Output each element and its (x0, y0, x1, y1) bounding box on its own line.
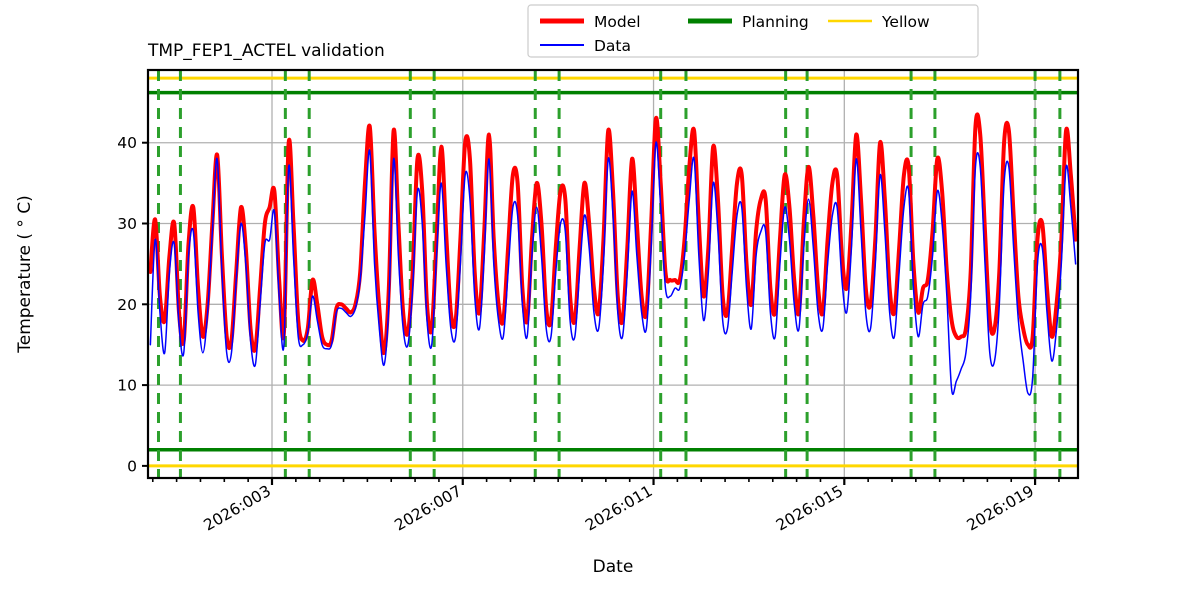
legend-label-planning[interactable]: Planning (742, 13, 809, 31)
y-tick-label: 30 (117, 215, 137, 233)
x-axis-title: Date (593, 557, 634, 577)
x-tick-label: 2026:007 (391, 482, 464, 535)
x-tick-label: 2026:011 (582, 482, 655, 535)
legend-label-model[interactable]: Model (594, 13, 641, 31)
y-tick-label: 40 (117, 134, 137, 152)
series-line-data (149, 141, 1077, 396)
x-tick-labels: 2026:003 2026:007 2026:011 2026:015 2026:019 (201, 482, 1037, 535)
y-tick-label: 10 (117, 377, 137, 395)
data-series-layer (148, 112, 1078, 396)
y-axis-title: Temperature ( ° C) (15, 195, 35, 354)
x-tick-label: 2026:003 (201, 482, 274, 535)
axis-ticks (142, 141, 1060, 485)
y-tick-label: 0 (127, 457, 137, 475)
threshold-lines (148, 76, 1078, 468)
legend-box (527, 4, 979, 58)
event-marker-lines (156, 70, 1062, 478)
chart-title: TMP_FEP1_ACTEL validation (147, 41, 385, 61)
series-line-model (148, 112, 1078, 355)
x-tick-label: 2026:015 (773, 482, 846, 535)
y-tick-labels: 0 10 20 30 40 (117, 134, 137, 475)
legend-label-data[interactable]: Data (594, 37, 631, 55)
chart-legend[interactable]: Model Planning Yellow Data (527, 4, 979, 58)
legend-label-yellow[interactable]: Yellow (881, 13, 930, 31)
plot-frame (146, 68, 1080, 480)
x-tick-label: 2026:019 (964, 482, 1037, 535)
plot-area-background (148, 70, 1078, 478)
y-tick-label: 20 (117, 296, 137, 314)
